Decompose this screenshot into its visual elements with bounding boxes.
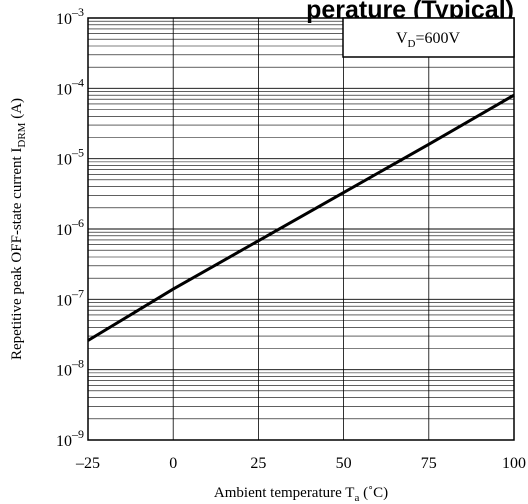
x-tick-label: 100	[502, 455, 526, 472]
x-tick-label: 25	[250, 455, 266, 472]
y-tick-label: 10–7	[56, 286, 84, 309]
x-tick-labels: –25 0 25 50 75 100	[75, 455, 526, 472]
y-tick-label: 10–6	[56, 216, 84, 239]
x-tick-label: 75	[421, 455, 437, 472]
grid	[88, 18, 514, 440]
x-tick-label: 0	[169, 455, 177, 472]
y-tick-labels: 10–9 10–8 10–7 10–6 10–5 10–4 10–3	[56, 5, 84, 450]
x-axis-label: Ambient temperature Ta (˚C)	[214, 485, 388, 504]
y-axis-label: Repetitive peak OFF-state current IDRM (…	[9, 98, 28, 360]
series-line	[87, 93, 515, 342]
annotation-box: VD=600V	[342, 17, 515, 58]
annotation-label: VD=600V	[396, 30, 461, 50]
x-tick-label: 50	[336, 455, 352, 472]
y-tick-label: 10–8	[56, 357, 84, 380]
y-tick-label: 10–9	[56, 427, 84, 450]
series-layer	[87, 93, 515, 342]
plot-frame	[87, 17, 515, 441]
y-tick-label: 10–5	[56, 146, 84, 169]
y-tick-label: 10–4	[56, 75, 84, 98]
y-tick-label: 10–3	[56, 5, 84, 28]
x-tick-label: –25	[75, 455, 100, 472]
